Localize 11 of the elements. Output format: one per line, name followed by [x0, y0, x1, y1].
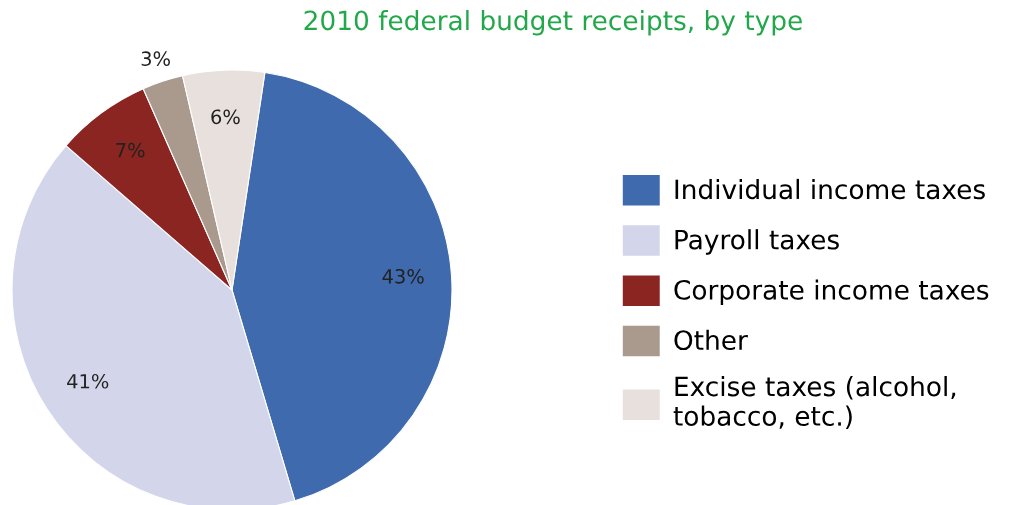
data-label: 41% — [67, 373, 109, 389]
legend-label: Payroll taxes — [675, 229, 839, 255]
data-label: 7% — [116, 142, 145, 158]
chart-title: 2010 federal budget receipts, by type — [304, 9, 802, 36]
legend-label: Excise taxes (alcohol, tobacco, etc.) — [673, 376, 956, 430]
data-label: 3% — [141, 51, 170, 67]
legend-label: Other — [674, 329, 748, 351]
data-label: 43% — [382, 268, 424, 284]
data-label: 6% — [211, 109, 240, 125]
legend-label: Individual income taxes — [675, 178, 985, 200]
legend-label: Corporate income taxes — [674, 279, 989, 305]
